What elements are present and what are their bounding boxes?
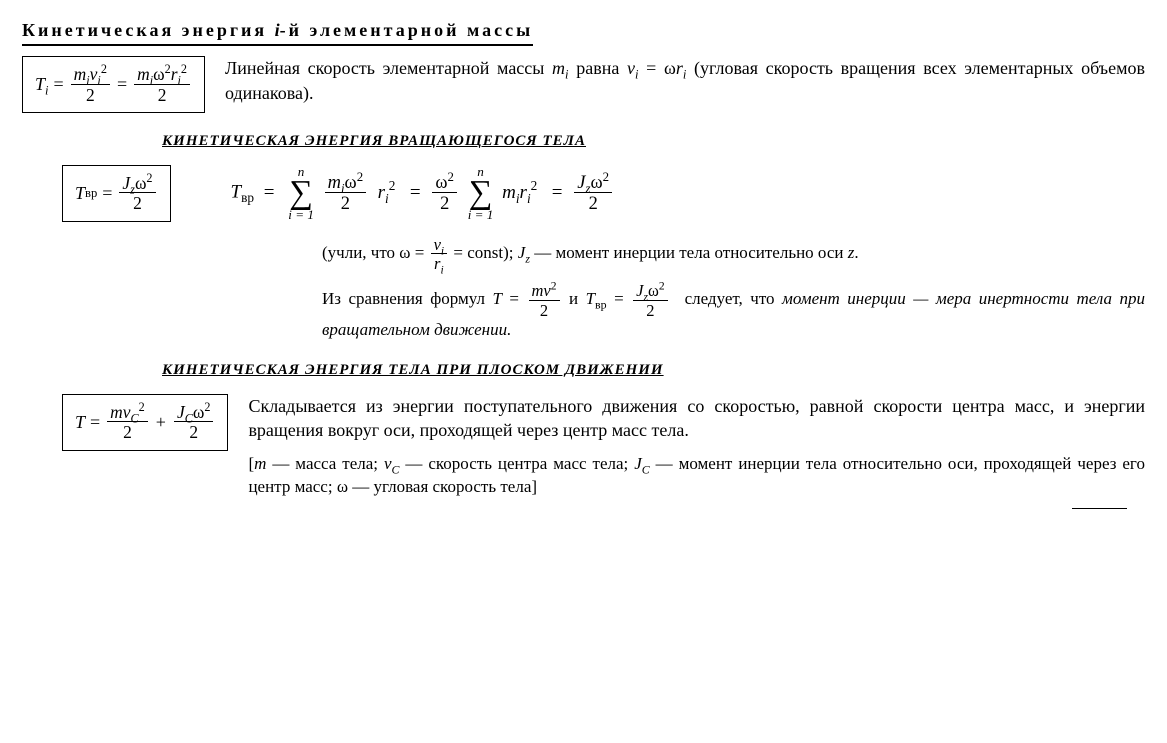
section3-text: Складывается из энергии поступательного …: [248, 394, 1145, 508]
note-omega-const: (учли, что ω = viri = const); Jz — момен…: [322, 236, 1145, 273]
title-part-b: -й элементарной массы: [280, 20, 534, 40]
section-rotating-body: Tвр = Jzω2 2 Tвр = n ∑ i = 1 miω2 2 ri2 …: [22, 165, 1145, 222]
formula-box-tvr: Tвр = Jzω2 2: [62, 165, 171, 222]
formula-box-ti: Ti = mivi2 2 = miω2ri2 2: [22, 56, 205, 113]
section-planar-motion: T = mvC2 2 + JCω2 2 Складывается из энер…: [22, 394, 1145, 508]
title-part-a: Кинетическая энергия: [22, 20, 275, 40]
legend-text: [m — масса тела; vC — скорость центра ма…: [248, 453, 1145, 499]
subheading-planar-motion: КИНЕТИЧЕСКАЯ ЭНЕРГИЯ ТЕЛА ПРИ ПЛОСКОМ ДВ…: [162, 360, 1145, 380]
formula-box-planar: T = mvC2 2 + JCω2 2: [62, 394, 228, 451]
subheading-rotating-body: КИНЕТИЧЕСКАЯ ЭНЕРГИЯ ВРАЩАЮЩЕГОСЯ ТЕЛА: [162, 131, 1145, 151]
note-comparison: Из сравнения формул T = mv22 и Tвр = Jzω…: [322, 282, 1145, 342]
derivation-tvr: Tвр = n ∑ i = 1 miω2 2 ri2 = ω2 2 n ∑ i …: [231, 165, 1145, 221]
page-title: Кинетическая энергия i-й элементарной ма…: [22, 18, 533, 46]
section-elementary-mass: Ti = mivi2 2 = miω2ri2 2 Линейная скорос…: [22, 56, 1145, 113]
section3-main-text: Складывается из энергии поступательного …: [248, 394, 1145, 443]
section1-text: Линейная скорость элементарной массы mi …: [225, 56, 1145, 105]
explanation-block: (учли, что ω = viri = const); Jz — момен…: [322, 236, 1145, 342]
right-rule: [1072, 508, 1127, 509]
